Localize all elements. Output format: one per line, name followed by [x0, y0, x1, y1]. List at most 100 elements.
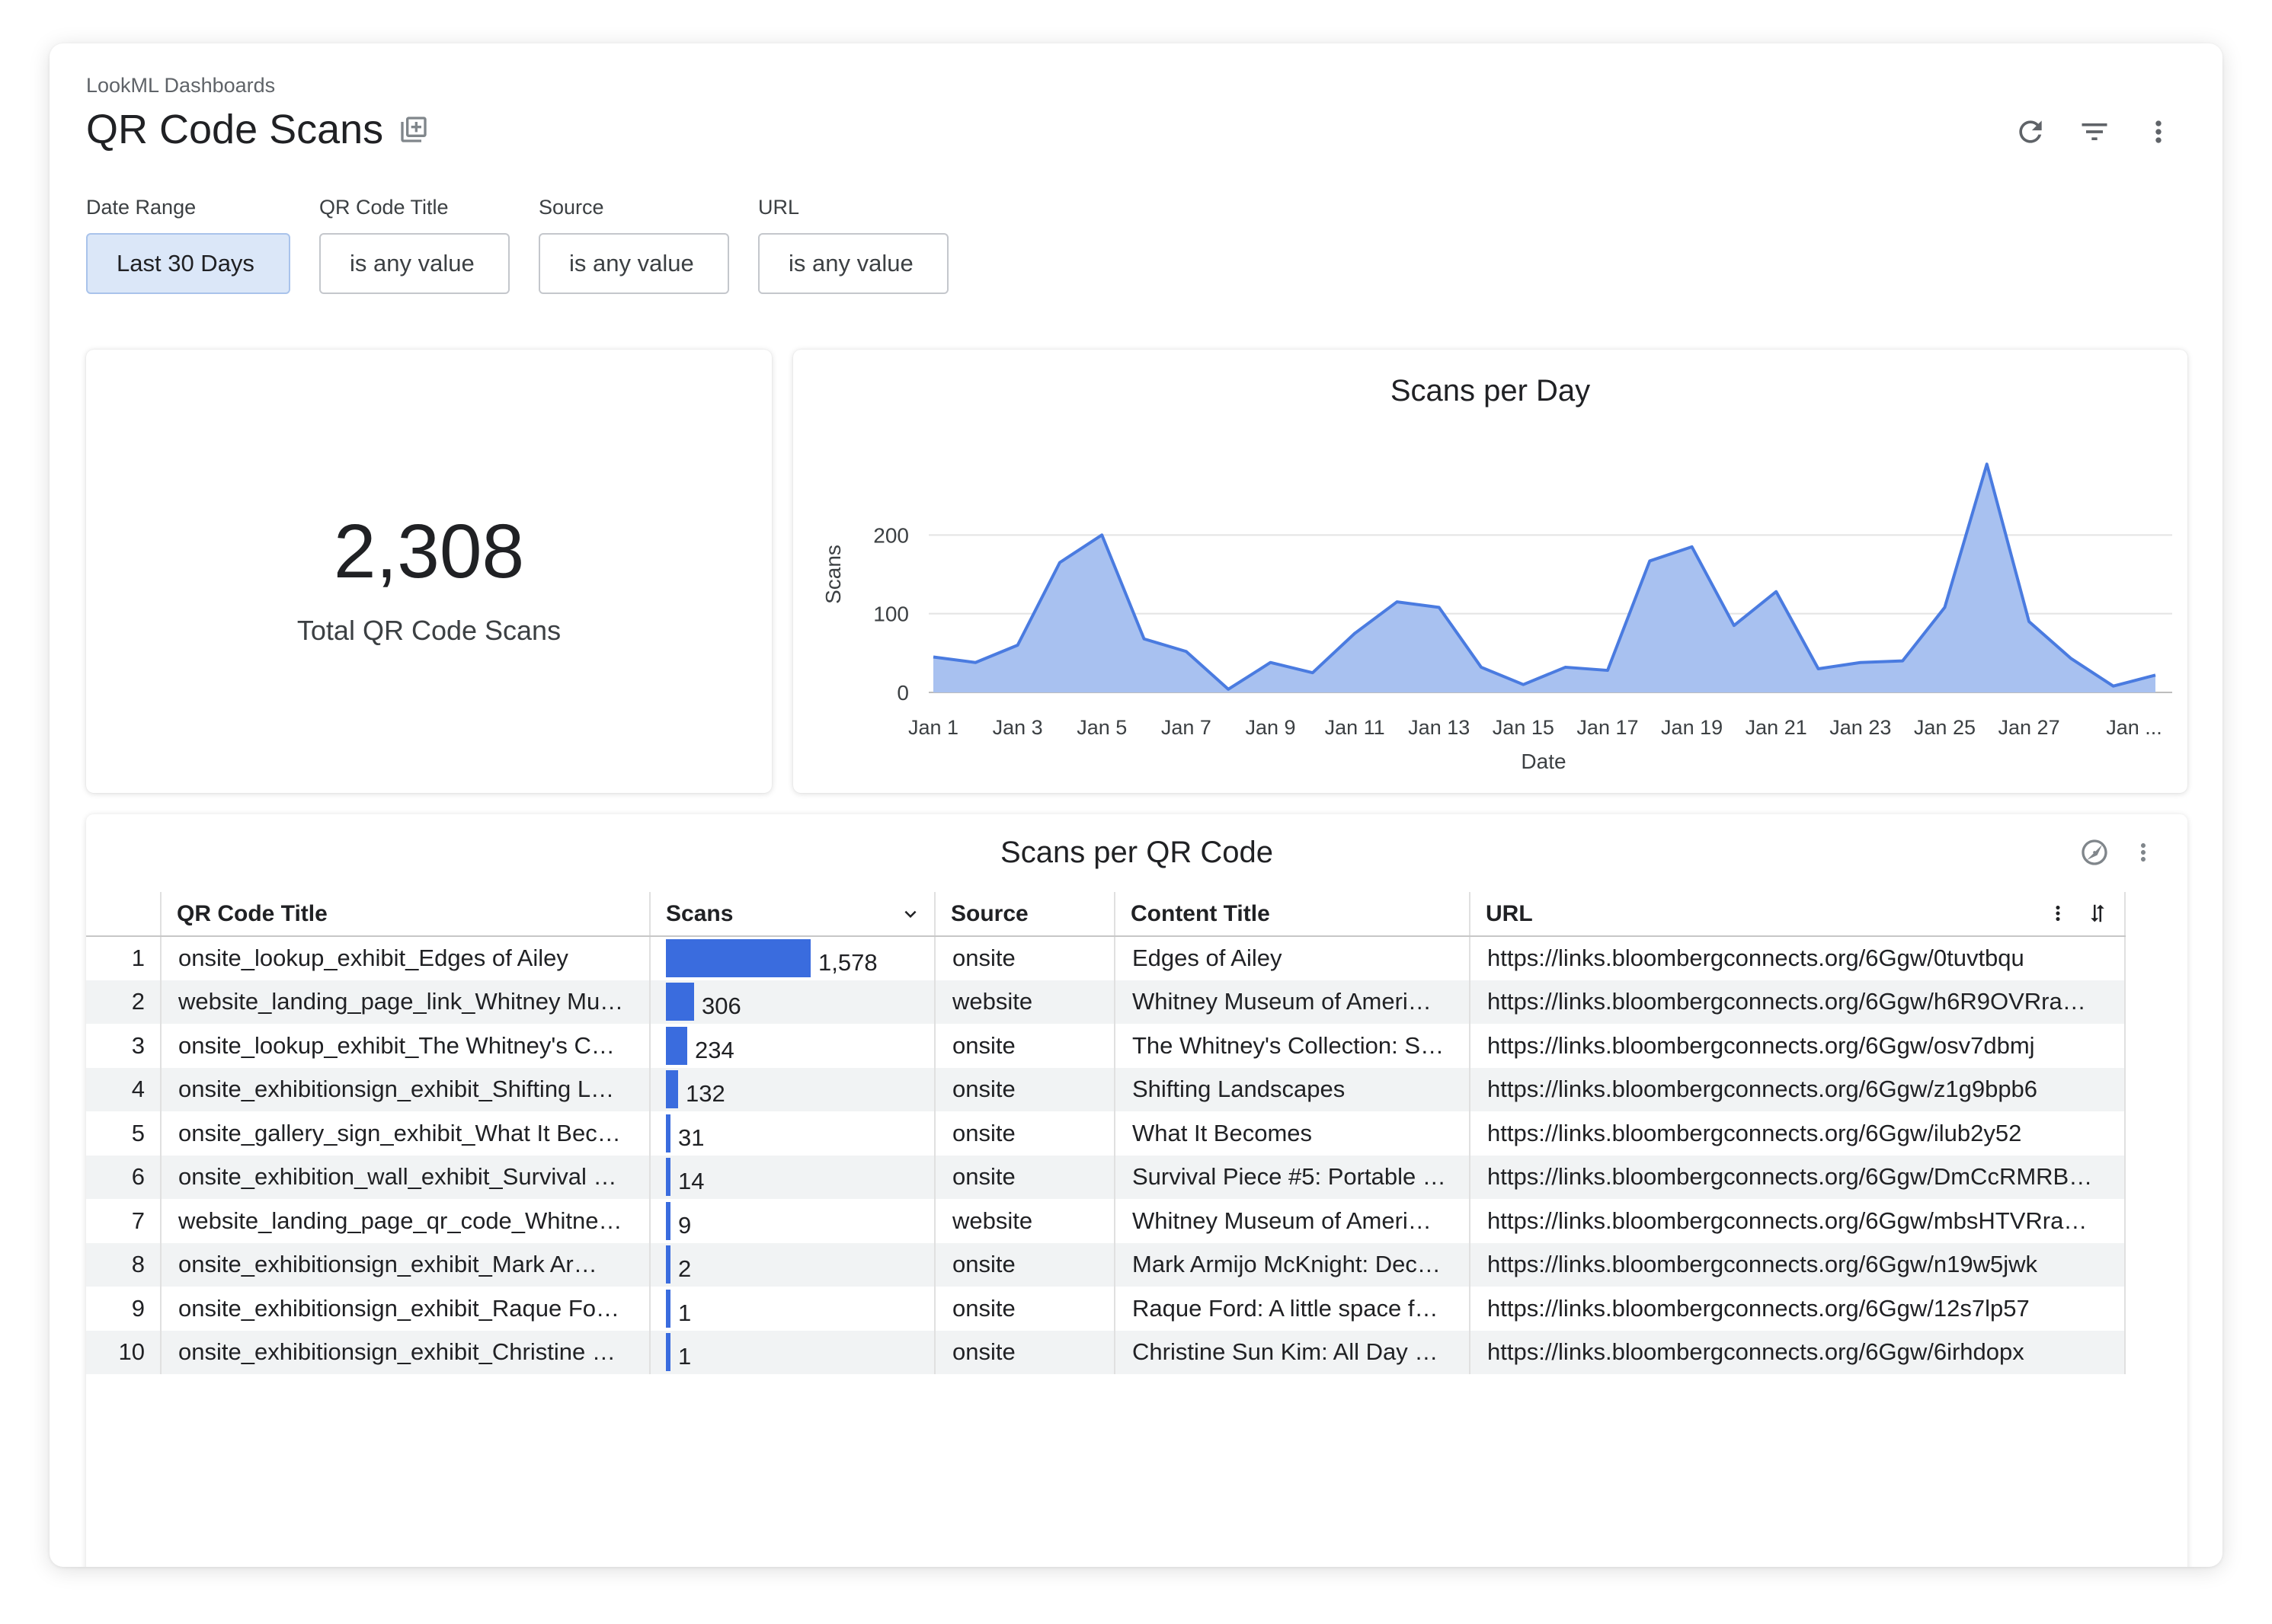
table-row[interactable]: 2 website_landing_page_link_Whitney Mu… 30…	[86, 980, 2126, 1024]
scans-bar	[666, 1070, 678, 1109]
x-tick-label: Jan ...	[2106, 716, 2162, 739]
cell-content-title[interactable]: Whitney Museum of Ameri…	[1115, 980, 1470, 1024]
cell-content-title[interactable]: Survival Piece #5: Portable …	[1115, 1155, 1470, 1199]
sort-desc-chevron-icon[interactable]	[899, 903, 922, 932]
cell-scans[interactable]: 132	[650, 1067, 936, 1111]
scans-bar	[666, 1158, 670, 1197]
x-axis-label: Date	[1521, 750, 1566, 773]
cell-scans[interactable]: 1,578	[650, 936, 936, 980]
cell-scans[interactable]: 31	[650, 1111, 936, 1156]
cell-content-title[interactable]: Edges of Ailey	[1115, 936, 1470, 980]
cell-qr-code-title[interactable]: website_landing_page_qr_code_Whitne…	[161, 1199, 651, 1243]
cell-url[interactable]: https://links.bloombergconnects.org/6Ggw…	[1470, 1024, 2126, 1068]
cell-scans[interactable]: 2	[650, 1242, 936, 1287]
table-row[interactable]: 7 website_landing_page_qr_code_Whitne… 9 we…	[86, 1199, 2126, 1243]
cell-content-title[interactable]: Whitney Museum of Ameri…	[1115, 1199, 1470, 1243]
scans-bar	[666, 1289, 670, 1328]
cell-content-title[interactable]: Shifting Landscapes	[1115, 1067, 1470, 1111]
cell-qr-code-title[interactable]: onsite_lookup_exhibit_The Whitney's C…	[161, 1024, 651, 1068]
table-row[interactable]: 8 onsite_exhibitionsign_exhibit_Mark Ar… 2…	[86, 1242, 2126, 1287]
scans-value: 9	[678, 1211, 692, 1239]
qr-code-title-filter-button[interactable]: is any value	[319, 233, 510, 294]
cell-source[interactable]: website	[935, 980, 1115, 1024]
table-row[interactable]: 9 onsite_exhibitionsign_exhibit_Raque Fo……	[86, 1287, 2126, 1331]
table-row[interactable]: 5 onsite_gallery_sign_exhibit_What It Bec…	[86, 1111, 2126, 1156]
x-tick-label: Jan 21	[1746, 716, 1807, 739]
cell-content-title[interactable]: The Whitney's Collection: S…	[1115, 1024, 1470, 1068]
row-number: 1	[86, 936, 162, 980]
table-row[interactable]: 1 onsite_lookup_exhibit_Edges of Ailey 1,5…	[86, 936, 2126, 980]
source-filter-button[interactable]: is any value	[539, 233, 729, 294]
column-header-content-title[interactable]: Content Title	[1115, 892, 1470, 937]
filter-icon[interactable]	[2076, 113, 2113, 150]
table-row[interactable]: 4 onsite_exhibitionsign_exhibit_Shifting …	[86, 1067, 2126, 1111]
x-tick-label: Jan 11	[1325, 716, 1385, 739]
cell-url[interactable]: https://links.bloombergconnects.org/6Ggw…	[1470, 980, 2126, 1024]
kpi-card: 2,308 Total QR Code Scans	[86, 350, 772, 793]
scans-per-day-chart: 0 100 200 Jan 1 Jan 3 Jan 5 Jan 7 Jan 9 Jan 11 Ja…	[821, 462, 2172, 773]
cell-url[interactable]: https://links.bloombergconnects.org/6Ggw…	[1470, 1287, 2126, 1331]
column-header-url[interactable]: URL	[1470, 892, 2126, 937]
cell-url[interactable]: https://links.bloombergconnects.org/6Ggw…	[1470, 936, 2126, 980]
cell-source[interactable]: onsite	[935, 936, 1115, 980]
cell-source[interactable]: onsite	[935, 1067, 1115, 1111]
cell-source[interactable]: onsite	[935, 1155, 1115, 1199]
cell-source[interactable]: onsite	[935, 1330, 1115, 1374]
cell-qr-code-title[interactable]: onsite_exhibitionsign_exhibit_Christine …	[161, 1330, 651, 1374]
column-header-scans-label: Scans	[666, 900, 734, 926]
breadcrumb[interactable]: LookML Dashboards	[86, 74, 276, 97]
cell-qr-code-title[interactable]: onsite_exhibition_wall_exhibit_Survival …	[161, 1155, 651, 1199]
cell-content-title[interactable]: Mark Armijo McKnight: Dec…	[1115, 1242, 1470, 1287]
column-header-qr-code-title[interactable]: QR Code Title	[161, 892, 651, 937]
cell-scans[interactable]: 1	[650, 1287, 936, 1331]
url-filter-button[interactable]: is any value	[758, 233, 949, 294]
cell-qr-code-title[interactable]: onsite_exhibitionsign_exhibit_Mark Ar…	[161, 1242, 651, 1287]
cell-scans[interactable]: 306	[650, 980, 936, 1024]
copy-to-folder-icon[interactable]	[398, 114, 429, 145]
cell-scans[interactable]: 14	[650, 1155, 936, 1199]
cell-qr-code-title[interactable]: onsite_lookup_exhibit_Edges of Ailey	[161, 936, 651, 980]
page-title: QR Code Scans	[86, 107, 384, 152]
scans-per-day-card: Scans per Day 0 100 200 Jan 1 Jan 3 Jan 5 Jan …	[793, 350, 2187, 793]
y-tick-label: 200	[873, 523, 909, 547]
cell-source[interactable]: onsite	[935, 1287, 1115, 1331]
cell-source[interactable]: onsite	[935, 1111, 1115, 1156]
cell-qr-code-title[interactable]: onsite_exhibitionsign_exhibit_Shifting L…	[161, 1067, 651, 1111]
kpi-value[interactable]: 2,308	[333, 509, 525, 594]
column-menu-icon[interactable]	[2046, 900, 2069, 933]
cell-qr-code-title[interactable]: onsite_gallery_sign_exhibit_What It Bec…	[161, 1111, 651, 1156]
x-tick-label: Jan 25	[1914, 716, 1976, 739]
date-range-filter-button[interactable]: Last 30 Days	[86, 233, 290, 294]
cell-scans[interactable]: 234	[650, 1024, 936, 1068]
cell-url[interactable]: https://links.bloombergconnects.org/6Ggw…	[1470, 1067, 2126, 1111]
column-header-scans[interactable]: Scans	[650, 892, 936, 937]
cell-url[interactable]: https://links.bloombergconnects.org/6Ggw…	[1470, 1111, 2126, 1156]
title-row: QR Code Scans	[86, 106, 429, 153]
cell-source[interactable]: onsite	[935, 1024, 1115, 1068]
cell-qr-code-title[interactable]: website_landing_page_link_Whitney Mu…	[161, 980, 651, 1024]
cell-content-title[interactable]: Raque Ford: A little space f…	[1115, 1287, 1470, 1331]
row-number: 2	[86, 980, 162, 1024]
x-tick-label: Jan 19	[1661, 716, 1723, 739]
table-row[interactable]: 6 onsite_exhibition_wall_exhibit_Survival…	[86, 1155, 2126, 1199]
cell-scans[interactable]: 9	[650, 1199, 936, 1243]
refresh-icon[interactable]	[2012, 113, 2049, 150]
cell-source[interactable]: website	[935, 1199, 1115, 1243]
more-vert-icon[interactable]	[2130, 839, 2157, 870]
more-vert-icon[interactable]	[2140, 113, 2177, 150]
cell-url[interactable]: https://links.bloombergconnects.org/6Ggw…	[1470, 1155, 2126, 1199]
table-row[interactable]: 10 onsite_exhibitionsign_exhibit_Christin…	[86, 1330, 2126, 1374]
cell-url[interactable]: https://links.bloombergconnects.org/6Ggw…	[1470, 1330, 2126, 1374]
cell-content-title[interactable]: Christine Sun Kim: All Day …	[1115, 1330, 1470, 1374]
cell-content-title[interactable]: What It Becomes	[1115, 1111, 1470, 1156]
sort-icon[interactable]	[2086, 900, 2109, 933]
cell-url[interactable]: https://links.bloombergconnects.org/6Ggw…	[1470, 1199, 2126, 1243]
scans-bar	[666, 1026, 687, 1065]
cell-qr-code-title[interactable]: onsite_exhibitionsign_exhibit_Raque Fo…	[161, 1287, 651, 1331]
column-header-source[interactable]: Source	[935, 892, 1115, 937]
cell-source[interactable]: onsite	[935, 1242, 1115, 1287]
explore-icon[interactable]	[2079, 837, 2110, 871]
cell-url[interactable]: https://links.bloombergconnects.org/6Ggw…	[1470, 1242, 2126, 1287]
table-row[interactable]: 3 onsite_lookup_exhibit_The Whitney's C… 2…	[86, 1024, 2126, 1068]
cell-scans[interactable]: 1	[650, 1330, 936, 1374]
